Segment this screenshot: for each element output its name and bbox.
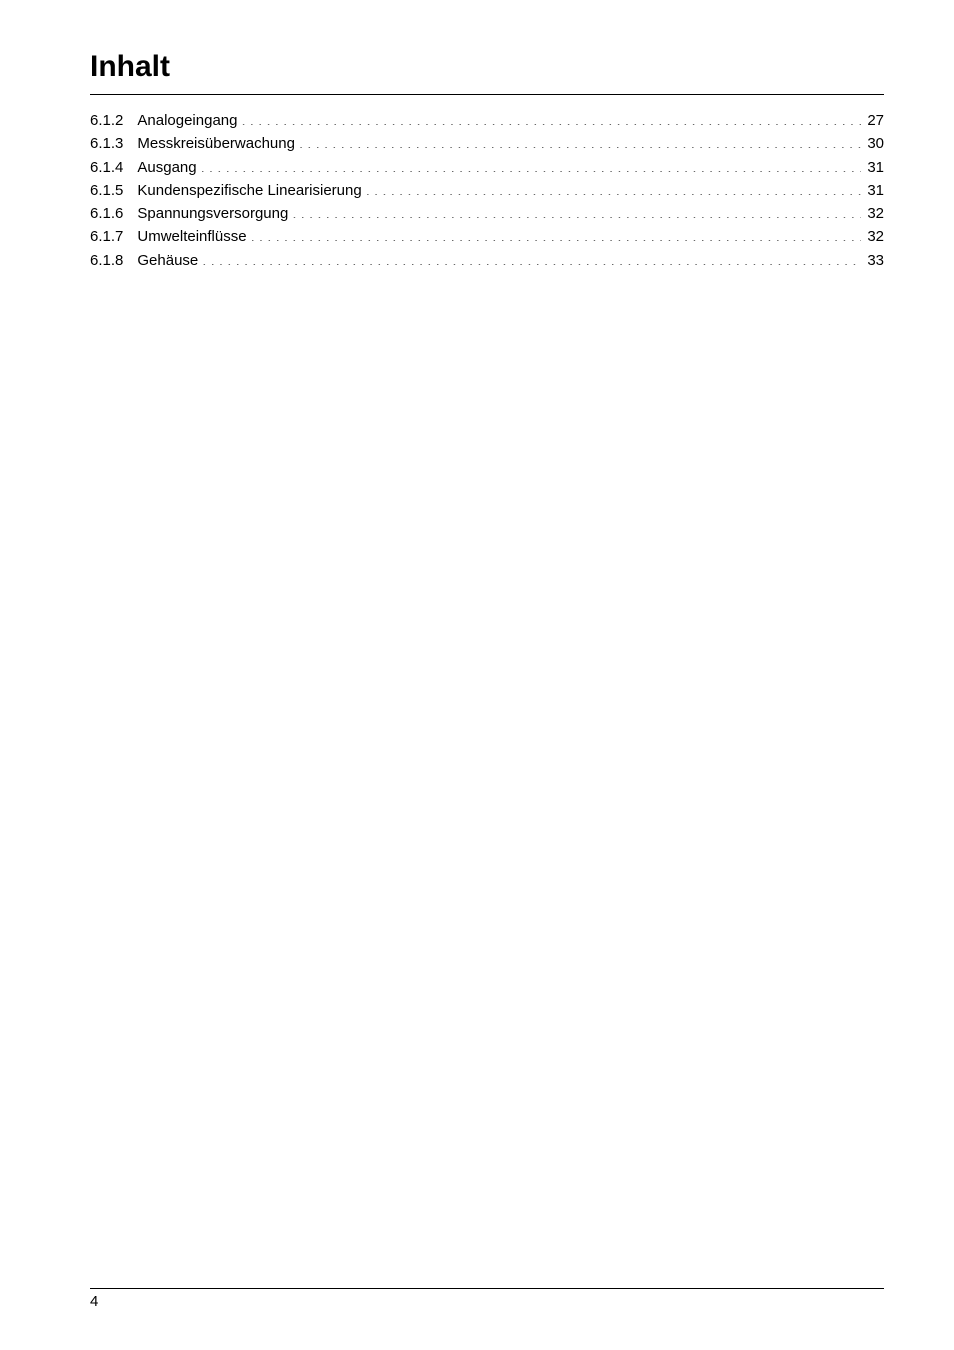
toc-entry-number: 6.1.8 xyxy=(90,249,137,272)
toc-entry-page: 27 xyxy=(861,109,884,132)
title-rule xyxy=(90,94,884,95)
toc-entry: 6.1.4 Ausgang 31 xyxy=(90,156,884,179)
toc-entry-text: Ausgang xyxy=(137,156,200,179)
toc-entry-page: 30 xyxy=(861,132,884,155)
toc-entry-text: Spannungsversorgung xyxy=(137,202,292,225)
footer-rule xyxy=(90,1288,884,1289)
toc-entry-text: Kundenspezifische Linearisierung xyxy=(137,179,365,202)
toc-entry: 6.1.2 Analogeingang 27 xyxy=(90,109,884,132)
toc-entry-number: 6.1.4 xyxy=(90,156,137,179)
toc-entry-text: Analogeingang xyxy=(137,109,241,132)
toc-entry-number: 6.1.2 xyxy=(90,109,137,132)
toc-entry: 6.1.3 Messkreisüberwachung 30 xyxy=(90,132,884,155)
toc-entry: 6.1.6 Spannungsversorgung 32 xyxy=(90,202,884,225)
toc-entry: 6.1.7 Umwelteinflüsse 32 xyxy=(90,225,884,248)
toc-entry-number: 6.1.7 xyxy=(90,225,137,248)
toc-entry-page: 33 xyxy=(861,249,884,272)
toc-entry-number: 6.1.5 xyxy=(90,179,137,202)
toc-entry-page: 32 xyxy=(861,225,884,248)
toc-leader-dots xyxy=(201,157,862,172)
toc-entry-page: 31 xyxy=(861,179,884,202)
page-number: 4 xyxy=(90,1293,884,1310)
toc-entry: 6.1.8 Gehäuse 33 xyxy=(90,249,884,272)
toc-entry-number: 6.1.6 xyxy=(90,202,137,225)
toc-entry-number: 6.1.3 xyxy=(90,132,137,155)
toc-leader-dots xyxy=(366,180,862,195)
toc-entry-text: Messkreisüberwachung xyxy=(137,132,299,155)
toc-entry-page: 32 xyxy=(861,202,884,225)
page-footer: 4 xyxy=(90,1288,884,1310)
toc-entry-text: Gehäuse xyxy=(137,249,202,272)
toc-leader-dots xyxy=(292,203,861,218)
toc-leader-dots xyxy=(202,250,861,265)
toc-list: 6.1.2 Analogeingang 27 6.1.3 Messkreisüb… xyxy=(90,109,884,272)
toc-entry: 6.1.5 Kundenspezifische Linearisierung 3… xyxy=(90,179,884,202)
toc-entry-page: 31 xyxy=(861,156,884,179)
page: Inhalt 6.1.2 Analogeingang 27 6.1.3 Mess… xyxy=(0,0,954,1350)
toc-leader-dots xyxy=(241,110,861,125)
toc-leader-dots xyxy=(251,226,862,241)
toc-leader-dots xyxy=(299,133,861,148)
page-title: Inhalt xyxy=(90,50,884,88)
toc-entry-text: Umwelteinflüsse xyxy=(137,225,250,248)
